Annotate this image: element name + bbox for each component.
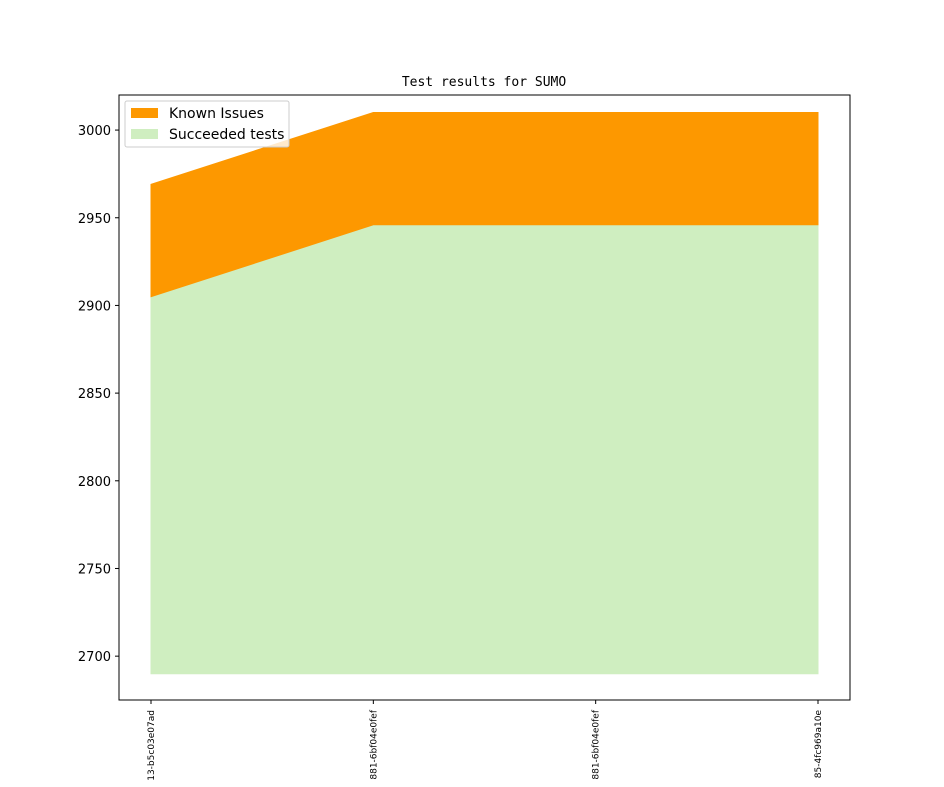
legend-swatch-1 xyxy=(131,129,158,139)
y-tick-label-0: 2700 xyxy=(78,650,111,665)
y-tick-label-2: 2800 xyxy=(78,475,111,490)
area-series-0 xyxy=(150,224,819,675)
legend-label-1: Succeeded tests xyxy=(169,127,284,143)
plot-frame xyxy=(118,94,851,701)
chart-title: Test results for SUMO xyxy=(402,75,567,90)
legend-label-0: Known Issues xyxy=(169,106,264,122)
x-tick-label-0: 13-b5c03e07ad xyxy=(147,710,157,781)
x-tick-label-3: 85-4fc969a10e xyxy=(814,710,824,779)
x-tick-label-1: 881-6bf04e0fef xyxy=(369,709,379,779)
y-tick-label-5: 2950 xyxy=(78,212,111,227)
x-tick-label-2: 881-6bf04e0fef xyxy=(592,709,602,779)
area-series-1 xyxy=(150,112,819,298)
areas xyxy=(150,112,819,675)
y-tick-label-4: 2900 xyxy=(78,299,111,314)
x-axis: 13-b5c03e07ad 881-6bf04e0fef 881-6bf04e0fe… xyxy=(147,700,824,781)
y-tick-label-6: 3000 xyxy=(78,124,111,139)
legend: Known Issues Succeeded tests xyxy=(124,100,290,148)
legend-swatch-0 xyxy=(131,108,158,118)
y-tick-label-3: 2850 xyxy=(78,387,111,402)
y-axis: 2700 2750 2800 2850 2900 2950 3000 xyxy=(78,124,119,665)
legend-box xyxy=(124,100,290,148)
y-tick-label-1: 2750 xyxy=(78,562,111,577)
